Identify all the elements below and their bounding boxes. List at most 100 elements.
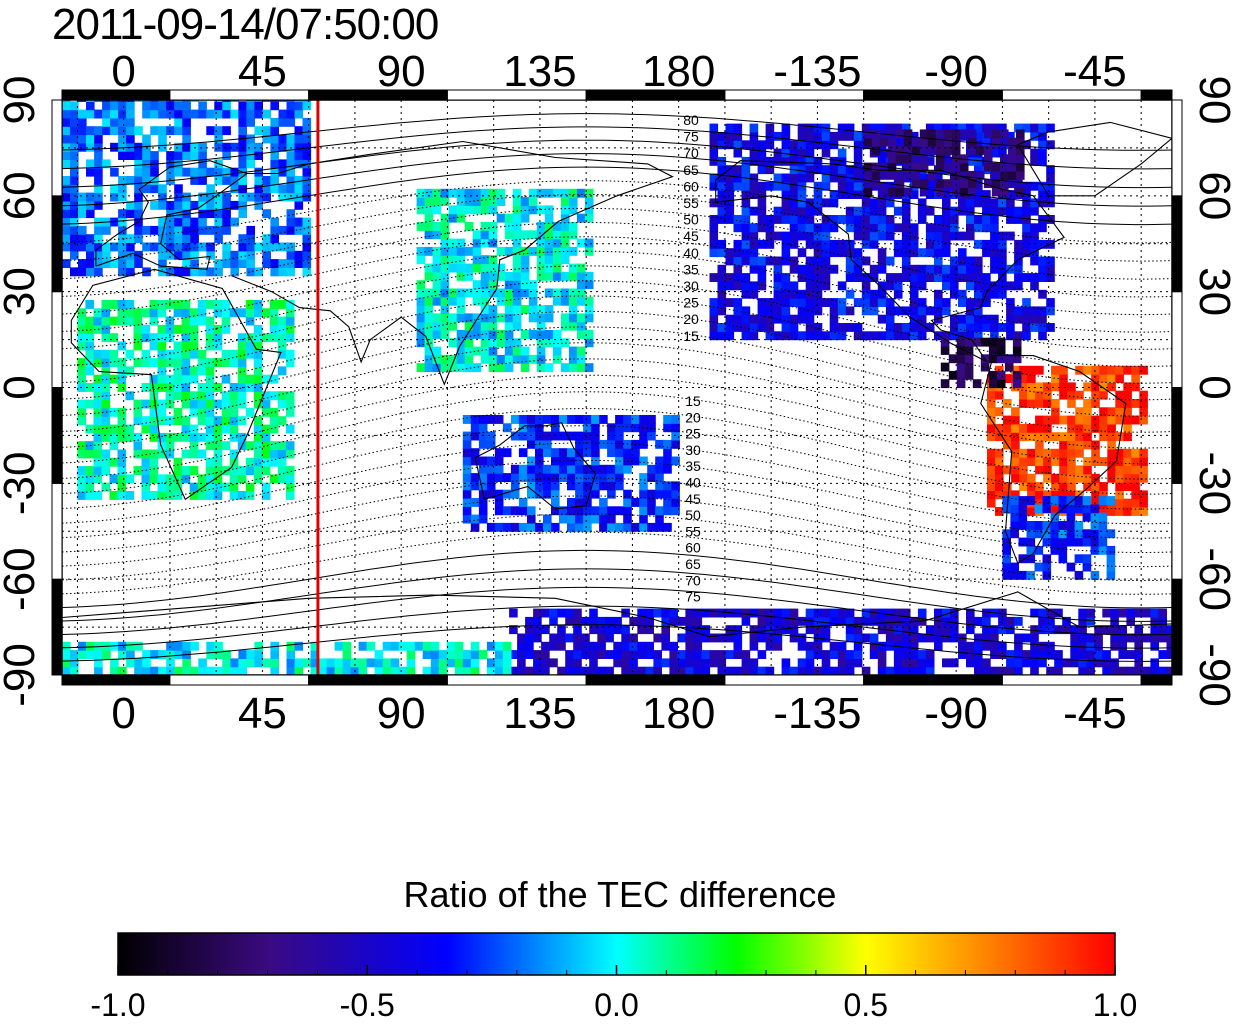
contour-line [62,139,1172,189]
heatmap-region [462,415,680,532]
latitude-tick-label-right: 60 [1190,171,1239,220]
colorbar-tick-label: 0.5 [844,987,888,1023]
contour-line [62,531,1172,595]
coastline [474,421,597,510]
heatmap-region [987,365,1148,516]
contour-line [62,166,1172,226]
contour-line [62,280,1172,367]
colorbar-tick-label: -1.0 [90,987,145,1023]
contour-label-south: 45 [685,491,701,507]
contour-line [62,495,1172,568]
latitude-tick-label-left: 90 [0,76,44,125]
colorbar-tick-label: -0.5 [340,987,395,1023]
longitude-tick-label: -135 [773,689,861,738]
coastline [62,591,1172,638]
border-segment [1171,578,1183,676]
border-segment [51,578,63,676]
contour-line [62,586,1172,636]
latitude-tick-label-left: -30 [0,452,44,516]
border-segment [863,674,1003,686]
heatmap-region [62,641,512,675]
longitude-tick-label: -45 [1063,47,1127,96]
border-segment [51,387,63,484]
latitude-tick-label-right: 0 [1190,375,1239,399]
border-segment [308,674,448,686]
longitude-tick-label: 180 [642,47,715,96]
heatmap-region [77,300,295,500]
contour-label-north: 15 [683,328,699,344]
tec-heatmap [62,100,1172,675]
coastline [980,355,1127,565]
latitude-tick-label-right: 30 [1190,267,1239,316]
contour-label-south: 25 [685,426,701,442]
contour-line [62,358,1172,449]
border-segment [61,674,171,686]
colorbar-title: Ratio of the TEC difference [403,874,837,915]
latitude-tick-label-right: -60 [1190,547,1239,611]
map-graticule-border [51,89,1183,686]
coastline [715,160,1065,363]
latitude-tick-label-left: 0 [0,375,44,399]
contour-label-north: 60 [683,178,699,194]
contour-label-north: 40 [683,245,699,261]
contour-label-north: 70 [683,145,699,161]
coastline [1016,121,1172,197]
coastline [70,268,282,501]
colorbar-tick-label: 0.0 [594,987,638,1023]
longitude-tick-label: 135 [503,689,576,738]
contour-line [62,624,1172,662]
contour-label-north: 20 [683,311,699,327]
contour-label-south: 15 [685,393,701,409]
heatmap-region [863,129,1025,197]
contour-line [62,180,1172,244]
right-latitude-labels: 90 60 30 0 -30 -60 -90 [1190,76,1239,707]
border-segment [1140,89,1173,101]
contour-label-south: 65 [685,556,701,572]
bottom-longitude-labels: 0 45 90 135 180 -135 -90 -45 [111,689,1126,738]
longitude-tick-label: -90 [924,689,988,738]
border-segment [51,482,63,580]
border-segment [1171,195,1183,293]
contour-label-south: 50 [685,507,701,523]
border-segment [169,674,310,686]
contour-label-north: 75 [683,129,699,145]
contour-label-north: 55 [683,195,699,211]
contour-labels: 8075706560555045403530252015152025303540… [683,112,701,605]
contour-line [62,477,1172,553]
longitude-tick-label: 0 [111,47,135,96]
border-segment [51,195,63,293]
latitude-tick-label-left: 60 [0,171,44,220]
border-segment [585,674,726,686]
longitude-tick-label: 180 [642,689,715,738]
contour-line [62,295,1172,384]
contour-line [62,207,1172,280]
longitude-tick-label: -135 [773,47,861,96]
border-segment [1171,387,1183,484]
map-content [62,100,1172,675]
contour-line [62,342,1172,433]
border-segment [51,291,63,388]
longitude-tick-label: 0 [111,689,135,738]
contour-line [62,222,1172,298]
longitude-tick-label: 45 [238,689,287,738]
contour-label-south: 30 [685,442,701,458]
left-latitude-labels: 90 60 30 0 -30 -60 -90 [0,76,44,707]
border-segment [51,99,63,197]
coastline [231,140,674,386]
latitude-tick-label-right: 90 [1190,76,1239,125]
top-longitude-labels: 0 45 90 135 180 -135 -90 -45 [111,47,1126,96]
latitude-tick-label-right: -30 [1190,452,1239,516]
contour-line [62,310,1172,401]
contour-label-south: 55 [685,523,701,539]
contour-line [62,391,1172,480]
contour-line [62,549,1172,609]
longitude-tick-label: 135 [503,47,576,96]
contour-label-south: 75 [685,589,701,605]
contour-line [62,408,1172,495]
timestamp-title: 2011-09-14/07:50:00 [52,0,439,49]
contour-label-north: 80 [683,112,699,128]
longitude-tick-label: 90 [377,689,426,738]
heatmap-region [509,608,1172,675]
coastline [95,160,249,270]
